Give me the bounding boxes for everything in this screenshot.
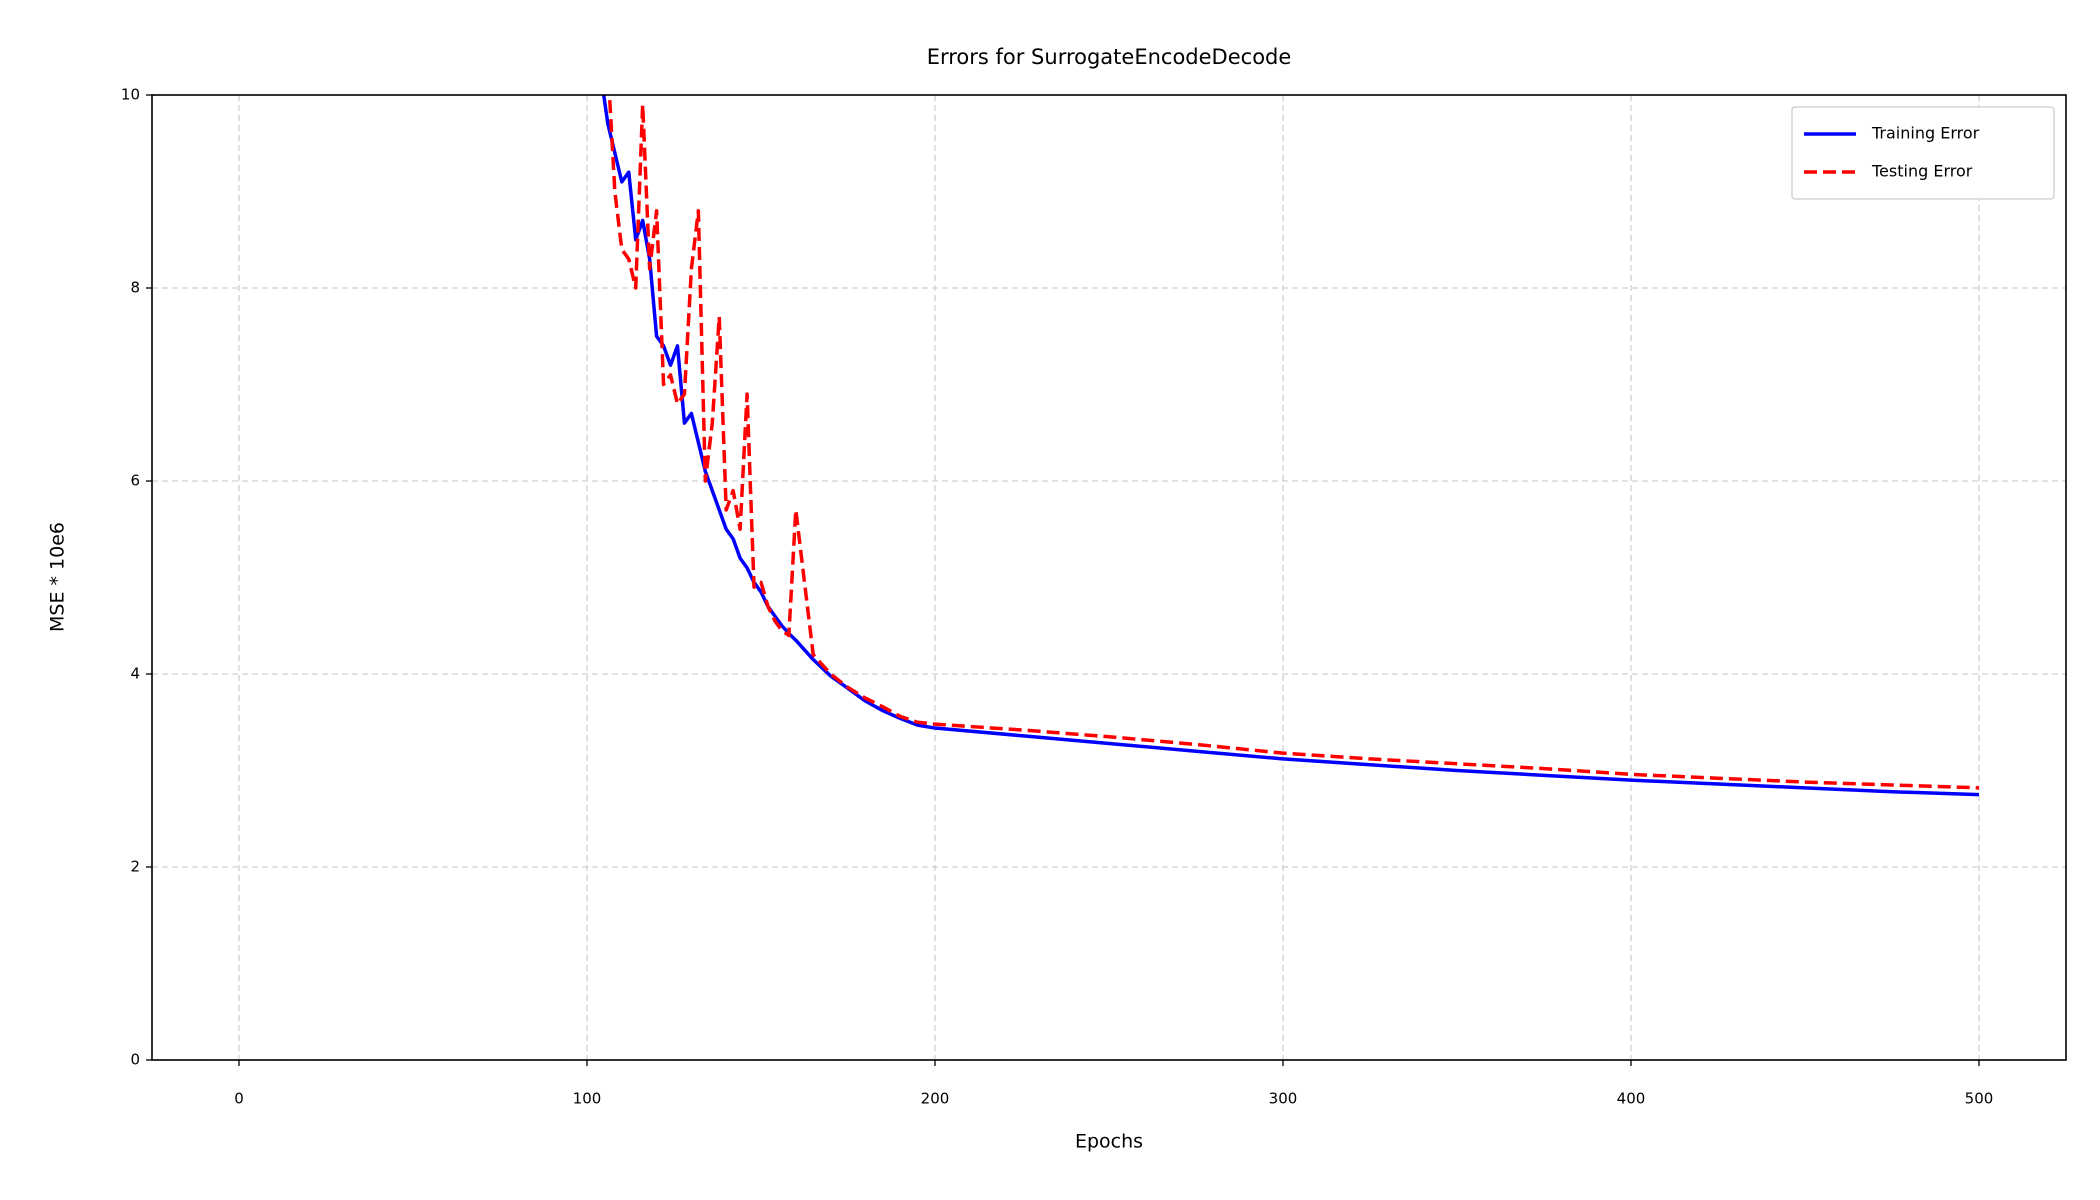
legend-box [1791, 106, 2055, 200]
x-tick-label: 200 [921, 1090, 950, 1108]
y-tick-label: 0 [130, 1051, 140, 1069]
y-tick-label: 4 [130, 665, 140, 683]
y-tick-label: 8 [130, 279, 140, 297]
x-tick-label: 100 [573, 1090, 602, 1108]
x-tick-label: 0 [234, 1090, 244, 1108]
x-tick-label: 500 [1965, 1090, 1994, 1108]
x-axis-label: Epochs [1075, 1131, 1143, 1153]
plot-area [601, 95, 1980, 797]
x-tick-label: 300 [1269, 1090, 1298, 1108]
y-axis-label: MSE * 10e6 [47, 522, 69, 632]
legend-label: Training Error [1871, 124, 1980, 143]
y-tick-label: 10 [121, 86, 140, 104]
legend-label: Testing Error [1871, 162, 1973, 181]
plot-frame [151, 94, 2067, 1061]
y-tick-label: 6 [130, 472, 140, 490]
y-tick-label: 2 [130, 858, 140, 876]
x-tick-label: 400 [1617, 1090, 1646, 1108]
line-series [601, 95, 1980, 797]
chart-title: Errors for SurrogateEncodeDecode [927, 45, 1292, 69]
